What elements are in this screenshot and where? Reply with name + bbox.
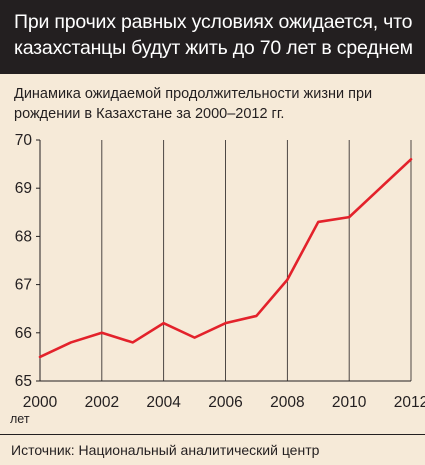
source-note: Источник: Национальный аналитический цен… <box>0 434 425 465</box>
x-tick-label-2004: 2004 <box>146 394 181 411</box>
series-line-0 <box>38 157 413 359</box>
x-unit-label: лет <box>10 412 30 426</box>
x-tick-label-2002: 2002 <box>85 394 119 411</box>
x-tick-label-2008: 2008 <box>270 394 304 411</box>
x-tick-label-2006: 2006 <box>208 394 242 411</box>
headline-line-2: казахстанцы будут жить до 70 лет в средн… <box>14 37 413 59</box>
grid-lines <box>39 140 412 381</box>
y-tick-label-69: 69 <box>15 180 32 197</box>
y-tick-label-67: 67 <box>15 277 32 294</box>
y-tick-label-68: 68 <box>15 228 32 245</box>
headline-line-1: При прочих равных условиях ожидается, чт… <box>14 11 413 33</box>
subtitle-line-2: рождении в Казахстане за 2000–2012 гг. <box>14 106 285 122</box>
y-tick-label-70: 70 <box>15 132 33 149</box>
y-tick-label-66: 66 <box>15 325 32 342</box>
tick-labels: 65 66 67 68 69 70 2000 2002 2004 2006 2008 2010 2012… <box>10 132 425 426</box>
axes <box>36 139 411 382</box>
chart-subtitle: Динамика ожидаемой продолжительности жиз… <box>14 84 414 124</box>
x-tick-label-2012: 2012 <box>394 394 425 411</box>
subtitle-line-1: Динамика ожидаемой продолжительности жиз… <box>14 86 373 102</box>
series-layer <box>38 157 413 359</box>
x-tick-label-2010: 2010 <box>332 394 367 411</box>
x-tick-label-2000: 2000 <box>23 394 58 411</box>
y-tick-label-65: 65 <box>15 373 32 390</box>
headline-bar: При прочих равных условиях ожидается, чт… <box>0 0 425 74</box>
